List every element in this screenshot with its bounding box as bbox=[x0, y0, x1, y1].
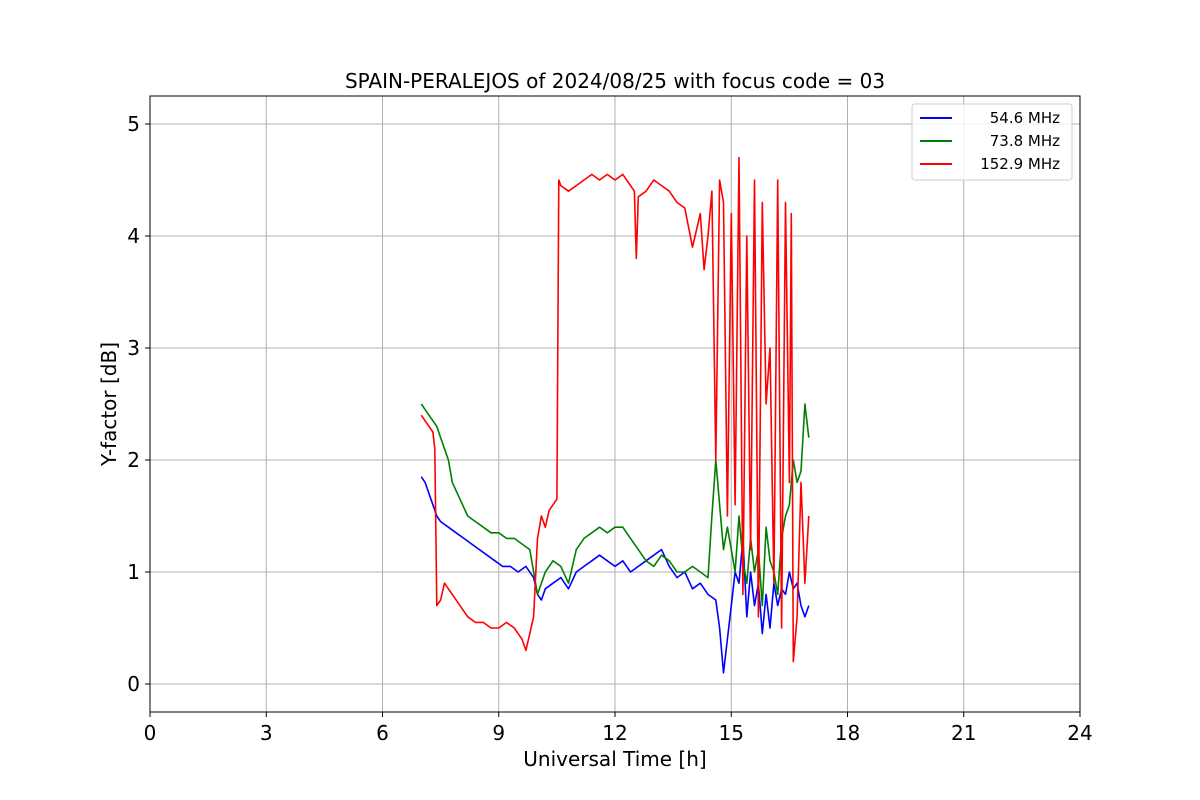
x-tick-label: 6 bbox=[376, 721, 389, 745]
y-tick-label: 4 bbox=[127, 224, 140, 248]
legend-label: 73.8 MHz bbox=[990, 132, 1060, 150]
y-tick-label: 1 bbox=[127, 560, 140, 584]
legend-label: 152.9 MHz bbox=[980, 155, 1060, 173]
y-tick-label: 3 bbox=[127, 336, 140, 360]
series-line-2 bbox=[420, 403, 810, 607]
x-tick-label: 15 bbox=[719, 721, 744, 745]
legend-box bbox=[911, 103, 1073, 181]
x-tick-label: 21 bbox=[951, 721, 976, 745]
plot-frame bbox=[149, 95, 1081, 713]
x-tick-label: 3 bbox=[260, 721, 273, 745]
chart-title: SPAIN-PERALEJOS of 2024/08/25 with focus… bbox=[345, 69, 885, 93]
series-group bbox=[420, 156, 810, 674]
legend-label: 54.6 MHz bbox=[990, 109, 1060, 127]
y-tick-label: 0 bbox=[127, 672, 140, 696]
legend: 54.6 MHz 73.8 MHz 152.9 MHz bbox=[911, 103, 1073, 181]
x-tick-label: 9 bbox=[492, 721, 505, 745]
x-tick-label: 0 bbox=[144, 721, 157, 745]
y-tick-label: 2 bbox=[127, 448, 140, 472]
y-axis-label: Y-factor [dB] bbox=[97, 342, 121, 467]
x-tick-label: 12 bbox=[602, 721, 627, 745]
x-tick-label: 18 bbox=[835, 721, 860, 745]
y-tick-label: 5 bbox=[127, 112, 140, 136]
x-axis-label: Universal Time [h] bbox=[523, 747, 706, 771]
series-line-3 bbox=[420, 156, 810, 663]
grid bbox=[149, 96, 1081, 712]
x-tick-label: 24 bbox=[1067, 721, 1092, 745]
